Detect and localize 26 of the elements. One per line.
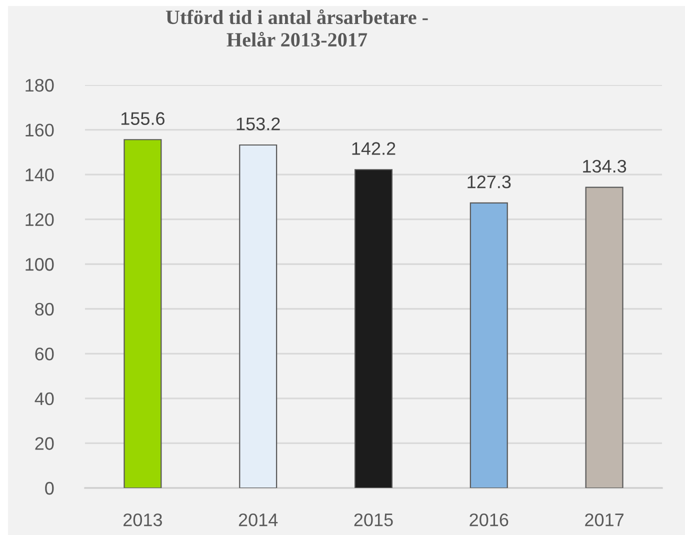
y-tick-label: 20	[35, 437, 54, 450]
bar	[470, 202, 508, 488]
data-label: 155.6	[121, 112, 164, 125]
y-tick-label: 80	[35, 302, 54, 316]
y-tick-label: 0	[45, 482, 54, 495]
y-tick-label: 180	[26, 78, 54, 92]
data-label: 134.3	[583, 160, 626, 173]
y-tick-label: 100	[26, 258, 54, 271]
x-tick-label: 2014	[238, 513, 278, 526]
bar	[124, 139, 162, 488]
bar	[585, 186, 624, 488]
data-label: 153.2	[236, 118, 280, 130]
y-tick-label: 60	[35, 348, 54, 360]
chart-title: Utförd tid i antal årsarbetare - Helår 2013-2017	[166, 9, 428, 47]
y-tick-label: 120	[26, 213, 54, 226]
bar	[239, 144, 278, 488]
data-label: 127.3	[468, 176, 511, 188]
x-tick-label: 2016	[470, 513, 508, 526]
data-label: 142.2	[352, 142, 396, 155]
x-tick-label: 2015	[354, 513, 393, 526]
x-tick-label: 2013	[124, 513, 162, 526]
bar	[354, 169, 393, 488]
y-tick-label: 140	[26, 168, 54, 182]
x-tick-label: 2017	[585, 513, 624, 526]
y-tick-label: 40	[34, 392, 54, 406]
y-tick-label: 160	[26, 124, 54, 136]
